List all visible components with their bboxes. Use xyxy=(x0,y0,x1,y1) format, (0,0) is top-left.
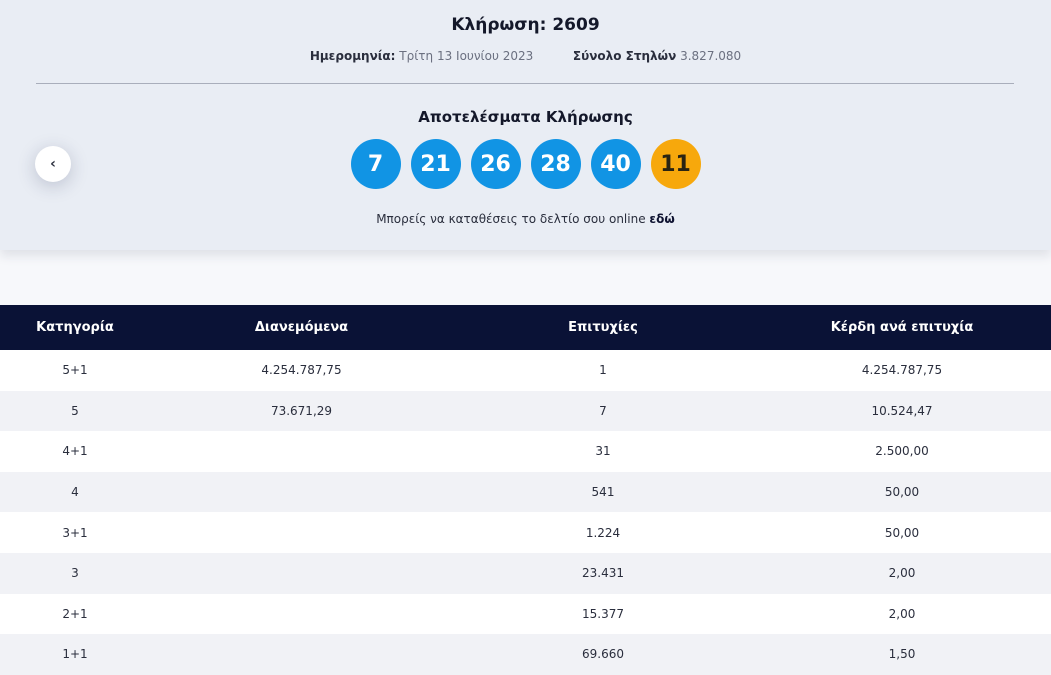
cell-distributed xyxy=(150,634,453,675)
draw-title: Κλήρωση: 2609 xyxy=(451,15,600,35)
online-link[interactable]: εδώ xyxy=(649,212,675,226)
joker-ball: 11 xyxy=(650,139,701,189)
cell-category: 1+1 xyxy=(62,647,88,662)
previous-draw-button[interactable]: ‹ xyxy=(35,146,71,182)
cell-winners: 15.377 xyxy=(582,606,624,621)
cell-prize: 50,00 xyxy=(884,525,920,540)
cell-category: 2+1 xyxy=(62,606,88,621)
date-value: Τρίτη 13 Ιουνίου 2023 xyxy=(399,49,534,63)
table-row: 2+1 15.377 2,00 xyxy=(0,593,1051,635)
winning-numbers: 7 21 26 28 40 11 xyxy=(0,139,1051,189)
table-row: 5+1 4.254.787,75 1 4.254.787,75 xyxy=(0,350,1051,391)
table-row: 1+1 69.660 1,50 xyxy=(0,634,1051,675)
cell-distributed xyxy=(150,512,453,553)
header-distributed: Διανεμόμενα xyxy=(254,320,349,335)
cell-winners: 23.431 xyxy=(582,566,624,581)
cell-category: 4+1 xyxy=(62,444,88,459)
cell-distributed: 73.671,29 xyxy=(270,403,333,418)
cell-winners: 541 xyxy=(591,485,615,500)
online-note: Μπορείς να καταθέσεις το δελτίο σου onli… xyxy=(0,212,1051,226)
number-ball: 21 xyxy=(410,139,461,189)
results-title: Αποτελέσματα Κλήρωσης xyxy=(418,108,633,126)
date-label: Ημερομηνία: xyxy=(309,49,396,63)
cell-prize: 2.500,00 xyxy=(875,444,929,459)
cell-category: 5 xyxy=(71,403,79,418)
number-ball: 28 xyxy=(530,139,581,189)
cell-prize: 2,00 xyxy=(888,566,916,581)
table-row: 3+1 1.224 50,00 xyxy=(0,512,1051,553)
header-winners: Επιτυχίες xyxy=(568,320,638,335)
divider xyxy=(36,83,1014,84)
cell-distributed xyxy=(150,431,453,472)
cell-distributed xyxy=(150,472,453,513)
cell-category: 5+1 xyxy=(62,363,88,378)
number-ball: 26 xyxy=(470,139,521,189)
table-row: 4+1 31 2.500,00 xyxy=(0,431,1051,472)
table-row: 3 23.431 2,00 xyxy=(0,552,1051,594)
cell-category: 4 xyxy=(71,485,79,500)
cell-prize: 50,00 xyxy=(884,485,920,500)
draw-meta: Ημερομηνία: Τρίτη 13 Ιουνίου 2023 Σύνολο… xyxy=(0,49,1051,63)
number-ball: 7 xyxy=(350,139,401,189)
cell-winners: 1 xyxy=(599,363,607,378)
cell-winners: 1.224 xyxy=(585,525,621,540)
cell-distributed xyxy=(150,553,453,594)
cell-winners: 31 xyxy=(595,444,611,459)
table-row: 4 541 50,00 xyxy=(0,471,1051,513)
cell-distributed xyxy=(150,594,453,635)
cell-prize: 4.254.787,75 xyxy=(861,363,943,378)
cell-category: 3+1 xyxy=(62,525,88,540)
cell-prize: 10.524,47 xyxy=(871,403,933,418)
draw-panel: Κλήρωση: 2609 Ημερομηνία: Τρίτη 13 Ιουνί… xyxy=(0,0,1051,250)
header-category: Κατηγορία xyxy=(36,320,114,335)
cell-prize: 2,00 xyxy=(888,606,916,621)
cell-distributed: 4.254.787,75 xyxy=(261,363,342,378)
cell-prize: 1,50 xyxy=(888,647,916,662)
columns-value: 3.827.080 xyxy=(680,49,742,63)
table-header-row: Κατηγορία Διανεμόμενα Επιτυχίες Κέρδη αν… xyxy=(0,305,1051,350)
cell-winners: 69.660 xyxy=(582,647,624,662)
table-row: 5 73.671,29 7 10.524,47 xyxy=(0,390,1051,432)
prize-table: Κατηγορία Διανεμόμενα Επιτυχίες Κέρδη αν… xyxy=(0,305,1051,675)
cell-category: 3 xyxy=(71,566,79,581)
columns-label: Σύνολο Στηλών xyxy=(572,49,677,63)
number-ball: 40 xyxy=(590,139,641,189)
chevron-left-icon: ‹ xyxy=(50,156,56,172)
online-text: Μπορείς να καταθέσεις το δελτίο σου onli… xyxy=(376,212,646,226)
header-prize: Κέρδη ανά επιτυχία xyxy=(830,320,974,335)
cell-winners: 7 xyxy=(599,403,607,418)
